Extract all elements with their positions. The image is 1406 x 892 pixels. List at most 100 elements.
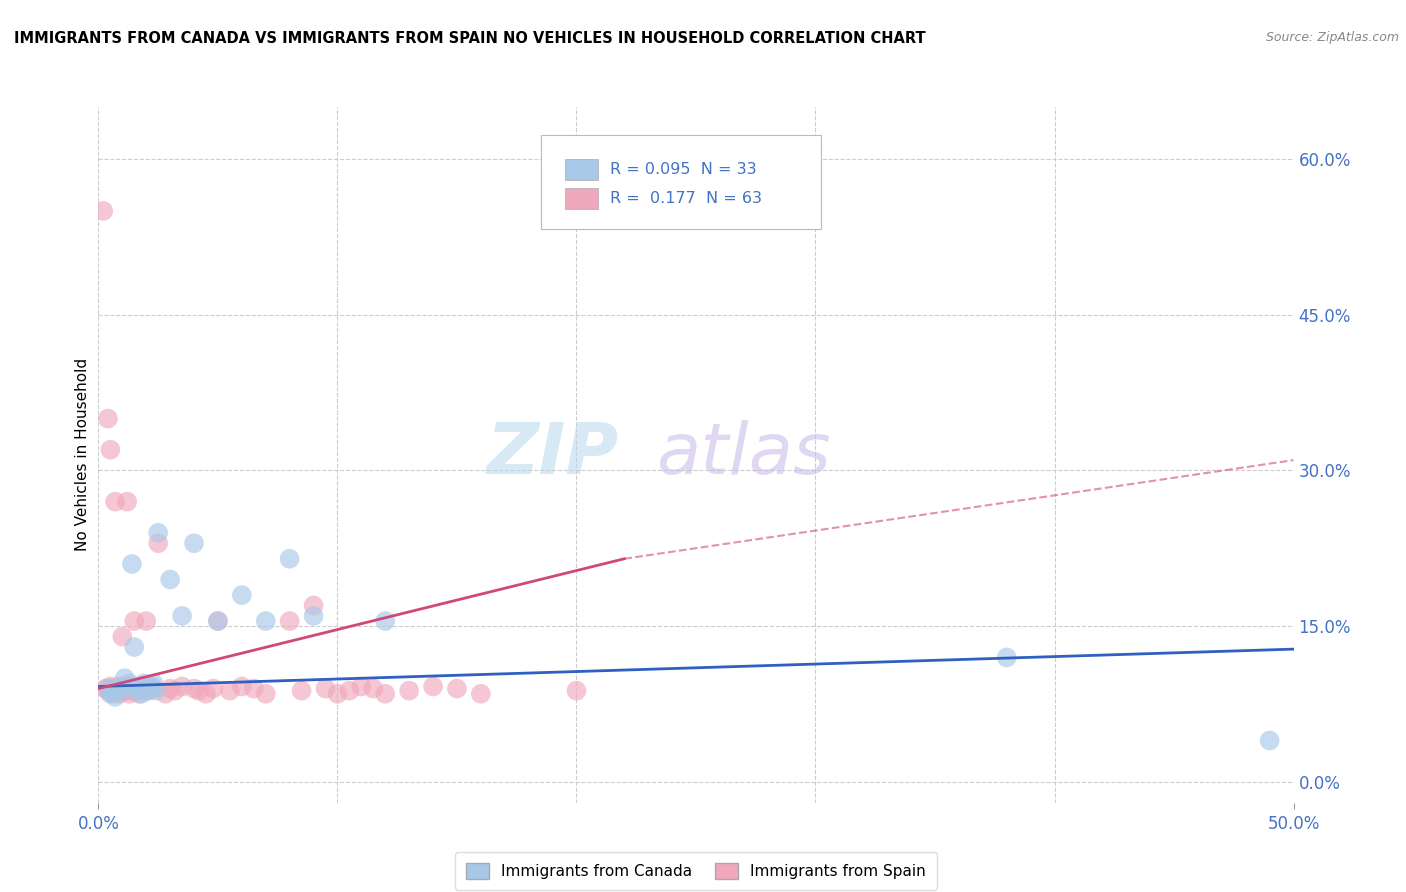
Bar	[565, 188, 598, 210]
Point	[315, 681, 337, 696]
Point	[148, 525, 170, 540]
Point	[446, 681, 468, 696]
Point	[350, 680, 373, 694]
Point	[231, 680, 253, 694]
Point	[422, 680, 444, 694]
Point	[124, 681, 146, 696]
Point	[565, 683, 588, 698]
Point	[172, 608, 194, 623]
Bar	[565, 160, 598, 180]
Point	[111, 680, 134, 694]
Point	[125, 683, 148, 698]
Point	[135, 614, 157, 628]
Point	[183, 681, 205, 696]
Point	[97, 681, 120, 696]
Point	[114, 671, 136, 685]
Text: IMMIGRANTS FROM CANADA VS IMMIGRANTS FROM SPAIN NO VEHICLES IN HOUSEHOLD CORRELA: IMMIGRANTS FROM CANADA VS IMMIGRANTS FRO…	[14, 31, 925, 46]
Point	[207, 614, 229, 628]
Point	[132, 681, 155, 696]
Point	[114, 683, 136, 698]
Point	[128, 687, 150, 701]
Point	[278, 614, 301, 628]
Point	[132, 676, 155, 690]
Point	[115, 494, 138, 508]
Point	[108, 687, 131, 701]
Point	[97, 683, 120, 698]
Point	[139, 680, 162, 694]
Point	[107, 681, 129, 696]
Point	[107, 680, 129, 694]
Point	[172, 680, 194, 694]
Point	[94, 681, 117, 696]
Point	[155, 687, 177, 701]
Point	[145, 683, 167, 698]
Point	[302, 608, 325, 623]
Point	[111, 681, 134, 696]
Point	[135, 683, 157, 698]
Point	[121, 680, 143, 694]
Point	[131, 680, 153, 694]
Point	[995, 650, 1018, 665]
Point	[104, 494, 127, 508]
Text: Source: ZipAtlas.com: Source: ZipAtlas.com	[1265, 31, 1399, 45]
Point	[470, 687, 492, 701]
Point	[326, 687, 349, 701]
Point	[128, 681, 150, 696]
Point	[121, 683, 143, 698]
Legend: Immigrants from Canada, Immigrants from Spain: Immigrants from Canada, Immigrants from …	[456, 852, 936, 889]
Point	[121, 557, 143, 571]
Point	[104, 690, 127, 704]
FancyBboxPatch shape	[541, 135, 821, 229]
Point	[111, 630, 134, 644]
Point	[108, 683, 131, 698]
Point	[104, 683, 127, 698]
Point	[101, 683, 124, 698]
Point	[243, 681, 266, 696]
Point	[398, 683, 420, 698]
Text: ZIP: ZIP	[486, 420, 619, 490]
Text: R =  0.177  N = 63: R = 0.177 N = 63	[610, 192, 762, 206]
Point	[118, 676, 141, 690]
Point	[138, 681, 160, 696]
Point	[302, 599, 325, 613]
Point	[98, 680, 122, 694]
Point	[97, 411, 120, 425]
Point	[254, 614, 277, 628]
Point	[291, 683, 314, 698]
Point	[142, 676, 165, 690]
Point	[148, 536, 170, 550]
Point	[125, 681, 148, 696]
Point	[278, 551, 301, 566]
Point	[114, 680, 136, 694]
Point	[124, 640, 146, 654]
Point	[202, 681, 225, 696]
Point	[101, 681, 124, 696]
Point	[118, 681, 141, 696]
Point	[183, 536, 205, 550]
Y-axis label: No Vehicles in Household: No Vehicles in Household	[75, 359, 90, 551]
Point	[107, 681, 129, 696]
Point	[108, 683, 131, 698]
Point	[1258, 733, 1281, 747]
Point	[195, 687, 218, 701]
Point	[115, 680, 138, 694]
Point	[131, 687, 153, 701]
Point	[219, 683, 242, 698]
Point	[374, 614, 396, 628]
Point	[159, 681, 181, 696]
Point	[231, 588, 253, 602]
Point	[139, 680, 162, 694]
Point	[125, 683, 148, 698]
Point	[101, 687, 124, 701]
Point	[159, 573, 181, 587]
Point	[363, 681, 385, 696]
Point	[91, 203, 114, 218]
Point	[124, 614, 146, 628]
Point	[142, 681, 165, 696]
Point	[254, 687, 277, 701]
Point	[118, 687, 141, 701]
Point	[374, 687, 396, 701]
Text: R = 0.095  N = 33: R = 0.095 N = 33	[610, 162, 756, 178]
Point	[339, 683, 361, 698]
Point	[98, 687, 122, 701]
